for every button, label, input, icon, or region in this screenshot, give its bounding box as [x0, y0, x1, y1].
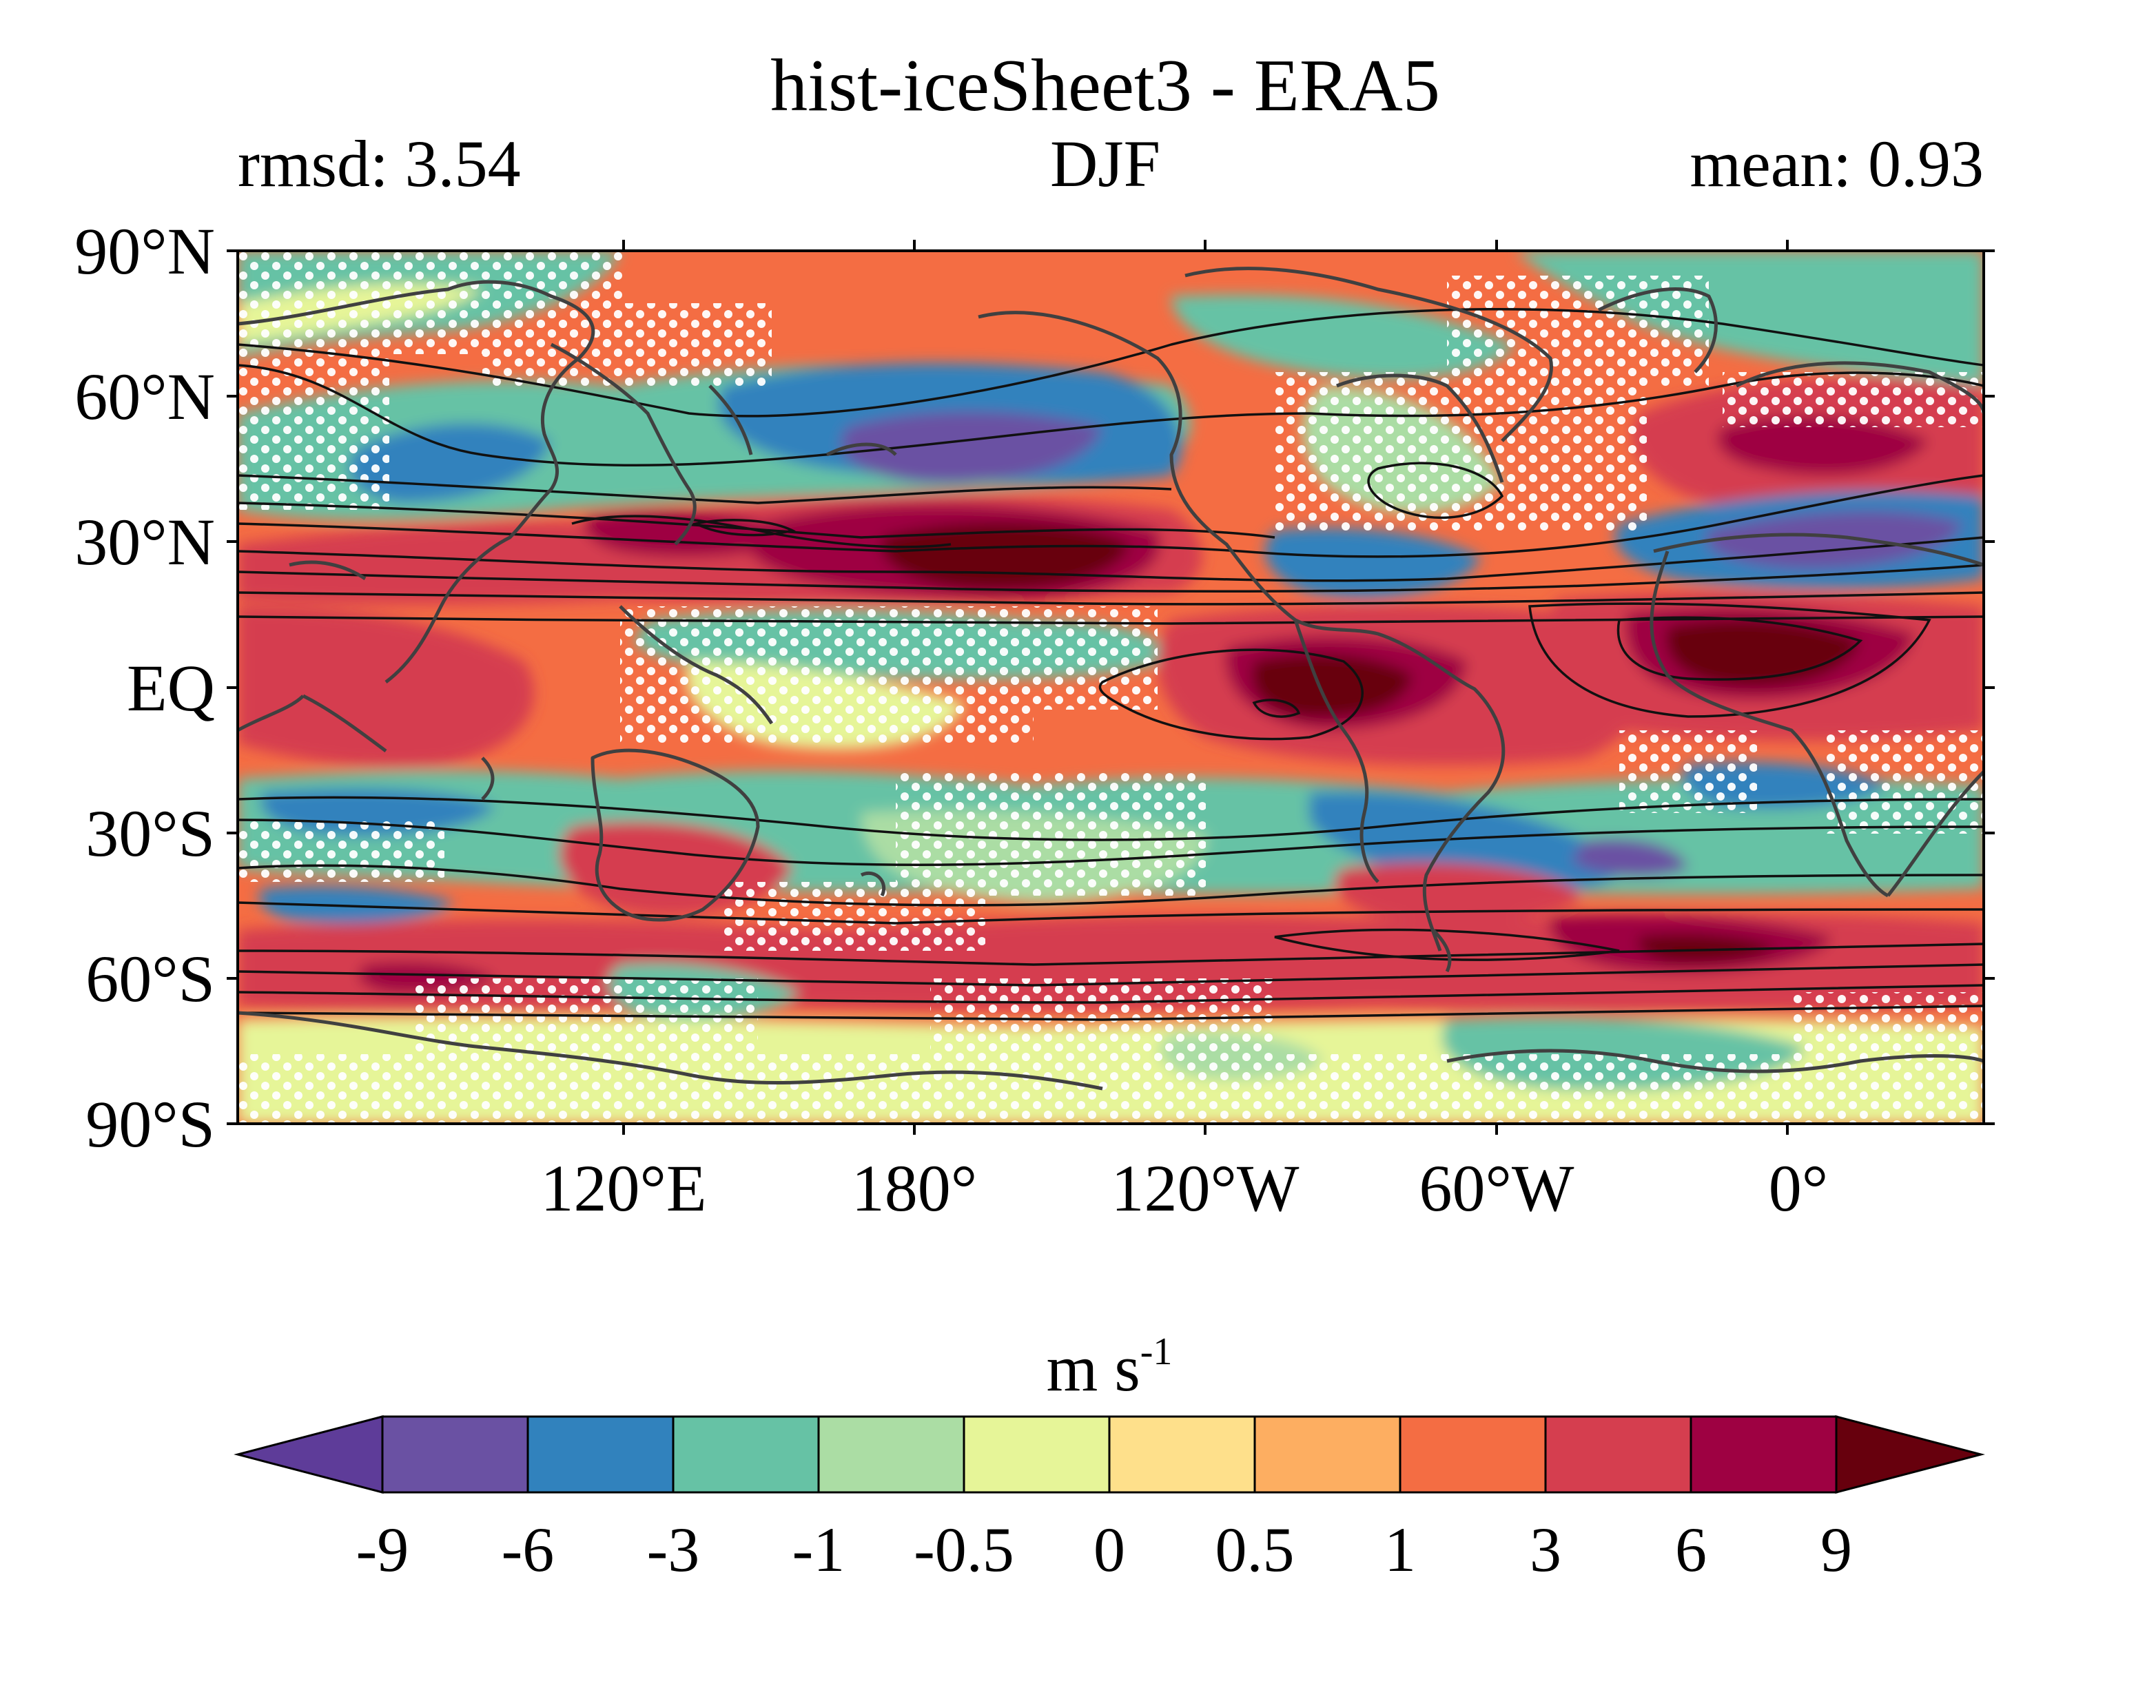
cbar-tick: 0.5 — [1215, 1514, 1295, 1585]
lon-label-0: 0° — [1769, 1151, 1828, 1225]
axis-ticks — [227, 240, 1995, 1135]
climatology-contours — [238, 307, 1984, 1021]
lat-label-90n: 90°N — [74, 214, 215, 288]
colorbar-segment — [1544, 1415, 1692, 1494]
colorbar-segment — [381, 1415, 529, 1494]
colorbar-segment — [672, 1415, 820, 1494]
longitude-labels: 120°E 180° 120°W 60°W 0° — [540, 1151, 1828, 1225]
colorbar-segment — [1253, 1415, 1402, 1494]
colorbar-extend-low — [234, 1415, 384, 1494]
rmsd-label: rmsd: 3.54 — [238, 127, 521, 200]
colorbar-unit-exponent: -1 — [1140, 1330, 1173, 1373]
colorbar-segment — [526, 1415, 675, 1494]
colorbar: m s-1 -9 -6 -3 -1 -0.5 0 0.5 1 3 6 9 — [234, 1330, 1985, 1585]
colorbar-unit: m s-1 — [1047, 1330, 1173, 1405]
map-panel — [238, 251, 1984, 1124]
colorbar-segment — [1108, 1415, 1256, 1494]
season-label: DJF — [1050, 127, 1160, 200]
plot-title: hist-iceSheet3 - ERA5 — [770, 45, 1440, 127]
colorbar-extend-high — [1835, 1415, 1985, 1494]
cbar-tick: -6 — [502, 1514, 555, 1585]
lat-label-60s: 60°S — [85, 942, 215, 1016]
lat-label-eq: EQ — [127, 651, 215, 725]
lon-label-120w: 120°W — [1111, 1151, 1300, 1225]
lon-label-60w: 60°W — [1419, 1151, 1574, 1225]
lat-label-90s: 90°S — [85, 1087, 215, 1161]
colorbar-tick-labels: -9 -6 -3 -1 -0.5 0 0.5 1 3 6 9 — [356, 1514, 1852, 1585]
colorbar-segment — [1690, 1415, 1838, 1494]
colorbar-segment — [1399, 1415, 1547, 1494]
colorbar-segment — [963, 1415, 1111, 1494]
lat-label-30s: 30°S — [85, 796, 215, 870]
mean-label: mean: 0.93 — [1690, 127, 1984, 200]
coastlines — [238, 267, 1984, 1091]
cbar-tick: 0 — [1094, 1514, 1125, 1585]
cbar-tick: -3 — [647, 1514, 700, 1585]
cbar-tick: -0.5 — [914, 1514, 1014, 1585]
lat-label-30n: 30°N — [74, 505, 215, 579]
colorbar-unit-base: m s — [1047, 1331, 1140, 1405]
lon-label-180: 180° — [852, 1151, 977, 1225]
cbar-tick: 3 — [1530, 1514, 1561, 1585]
cbar-tick: -1 — [792, 1514, 845, 1585]
cbar-tick: 1 — [1384, 1514, 1416, 1585]
colorbar-segment — [817, 1415, 965, 1494]
latitude-labels: 90°N 60°N 30°N EQ 30°S 60°S 90°S — [74, 214, 215, 1161]
cbar-tick: 6 — [1675, 1514, 1707, 1585]
cbar-tick: -9 — [356, 1514, 409, 1585]
lon-label-120e: 120°E — [540, 1151, 706, 1225]
cbar-tick: 9 — [1820, 1514, 1852, 1585]
lat-label-60n: 60°N — [74, 360, 215, 433]
colorbar-boxes — [234, 1415, 1985, 1494]
